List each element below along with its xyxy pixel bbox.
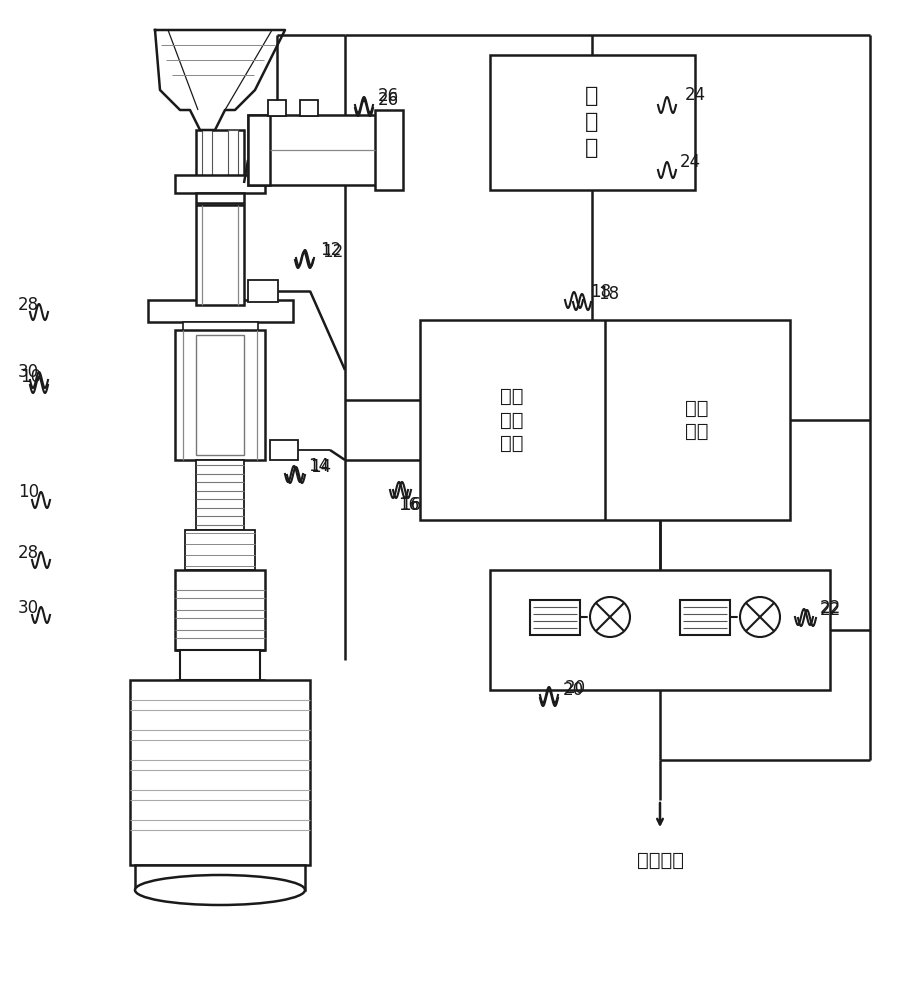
Bar [148, 300, 293, 322]
Text: 控
制
器: 控 制 器 [586, 86, 599, 158]
Text: 12: 12 [322, 243, 343, 261]
Bar [228, 130, 238, 180]
Bar [202, 130, 212, 180]
Bar [196, 460, 244, 530]
Text: 输出
模块: 输出 模块 [685, 399, 709, 441]
Text: 12: 12 [320, 241, 341, 259]
Bar [196, 335, 244, 455]
Bar [185, 530, 255, 570]
Text: 28: 28 [18, 296, 39, 314]
Bar [175, 610, 265, 618]
Bar [196, 130, 244, 180]
Bar [196, 205, 244, 305]
Bar [490, 55, 695, 190]
Bar [135, 865, 305, 890]
Text: 16: 16 [400, 496, 421, 514]
Bar [130, 790, 310, 800]
Bar [196, 193, 244, 203]
Text: 18: 18 [590, 283, 611, 301]
Text: 30: 30 [18, 599, 39, 617]
Text: 28: 28 [18, 544, 39, 562]
Bar [183, 322, 258, 332]
Text: 24: 24 [685, 86, 706, 104]
Bar [130, 730, 310, 740]
Text: 30: 30 [18, 363, 39, 381]
Bar [130, 760, 310, 770]
Bar [175, 175, 265, 193]
Bar [130, 700, 310, 710]
Bar [375, 110, 403, 190]
Bar [680, 600, 730, 635]
Bar [490, 570, 830, 690]
Bar [130, 680, 310, 865]
Ellipse shape [135, 875, 305, 905]
Text: 电阵
测量
模块: 电阵 测量 模块 [500, 387, 524, 453]
Bar [130, 820, 310, 830]
Text: 16: 16 [398, 496, 419, 514]
Bar [268, 100, 286, 116]
Bar [300, 100, 318, 116]
Text: 14: 14 [308, 457, 329, 475]
Text: 24: 24 [680, 153, 701, 171]
Text: 压缩空气: 压缩空气 [636, 850, 683, 869]
Bar [420, 320, 790, 520]
Text: 10: 10 [20, 368, 41, 386]
Text: 20: 20 [565, 679, 586, 697]
Bar [175, 330, 265, 460]
Text: 22: 22 [820, 601, 842, 619]
Bar [175, 630, 265, 638]
Text: 18: 18 [598, 285, 619, 303]
Text: 10: 10 [18, 483, 39, 501]
Bar [530, 600, 580, 635]
Text: 26: 26 [378, 87, 399, 105]
Bar [180, 650, 260, 680]
Bar [248, 280, 278, 302]
Text: 14: 14 [310, 458, 331, 476]
Bar [248, 115, 380, 185]
Text: 26: 26 [378, 91, 399, 109]
Bar [175, 570, 265, 650]
Text: 20: 20 [563, 681, 584, 699]
Bar [175, 590, 265, 598]
Polygon shape [155, 30, 285, 130]
Bar [270, 440, 298, 460]
Bar [248, 115, 270, 185]
Text: 22: 22 [820, 599, 842, 617]
